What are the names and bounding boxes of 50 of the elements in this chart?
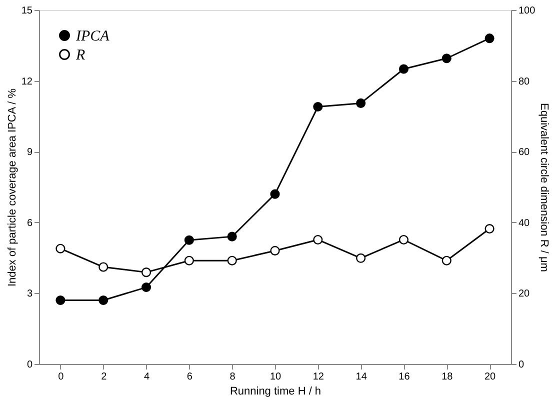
x-tick-label: 0 bbox=[58, 372, 64, 382]
point bbox=[270, 189, 280, 199]
legend-label: R bbox=[75, 48, 86, 64]
y2-tick-label: 0 bbox=[518, 360, 524, 370]
y-axis-title: Index of particle coverage area IPCA / % bbox=[6, 88, 18, 287]
x-tick-label: 6 bbox=[186, 372, 193, 382]
x-tick-label: 12 bbox=[312, 372, 324, 382]
point bbox=[227, 232, 237, 242]
x-tick-label: 10 bbox=[270, 372, 282, 382]
point bbox=[313, 234, 323, 245]
point bbox=[184, 235, 194, 245]
y-tick-label: 6 bbox=[26, 218, 33, 229]
point bbox=[270, 246, 280, 256]
y2-tick-label: 100 bbox=[518, 6, 536, 16]
y2-axis-title: Equivalent circle dimension R / μm bbox=[538, 103, 550, 272]
point bbox=[227, 256, 237, 266]
x-tick-label: 14 bbox=[356, 372, 368, 382]
point bbox=[442, 54, 452, 64]
point bbox=[313, 102, 323, 112]
point bbox=[56, 296, 66, 306]
y-tick-label: 15 bbox=[21, 6, 33, 16]
point bbox=[98, 262, 108, 272]
legend-label: IPCA bbox=[75, 28, 110, 44]
x-tick-label: 8 bbox=[230, 372, 236, 382]
y-tick-label: 3 bbox=[26, 288, 33, 300]
point bbox=[184, 256, 194, 266]
point bbox=[484, 224, 494, 234]
y2-tick-label: 20 bbox=[518, 288, 530, 300]
point bbox=[98, 296, 108, 306]
x-tick-label: 4 bbox=[144, 372, 150, 382]
y-tick-label: 12 bbox=[21, 76, 33, 88]
x-tick-label: 2 bbox=[101, 372, 108, 382]
x-tick-label: 20 bbox=[484, 372, 496, 382]
point bbox=[141, 282, 152, 292]
y2-tick-label: 60 bbox=[518, 147, 530, 158]
point bbox=[398, 234, 409, 245]
x-tick-label: 16 bbox=[398, 372, 410, 382]
point bbox=[442, 256, 452, 266]
y2-tick-label: 40 bbox=[518, 218, 530, 229]
y-tick-label: 0 bbox=[26, 360, 33, 370]
point bbox=[356, 98, 366, 108]
point bbox=[141, 268, 152, 278]
x-axis-title: Running time H / h bbox=[230, 386, 322, 398]
y2-tick-label: 80 bbox=[518, 76, 530, 88]
x-tick-label: 18 bbox=[442, 372, 454, 382]
point bbox=[484, 34, 494, 44]
point bbox=[398, 64, 409, 74]
point bbox=[56, 244, 66, 254]
y-tick-label: 9 bbox=[26, 147, 33, 158]
point bbox=[356, 253, 366, 263]
